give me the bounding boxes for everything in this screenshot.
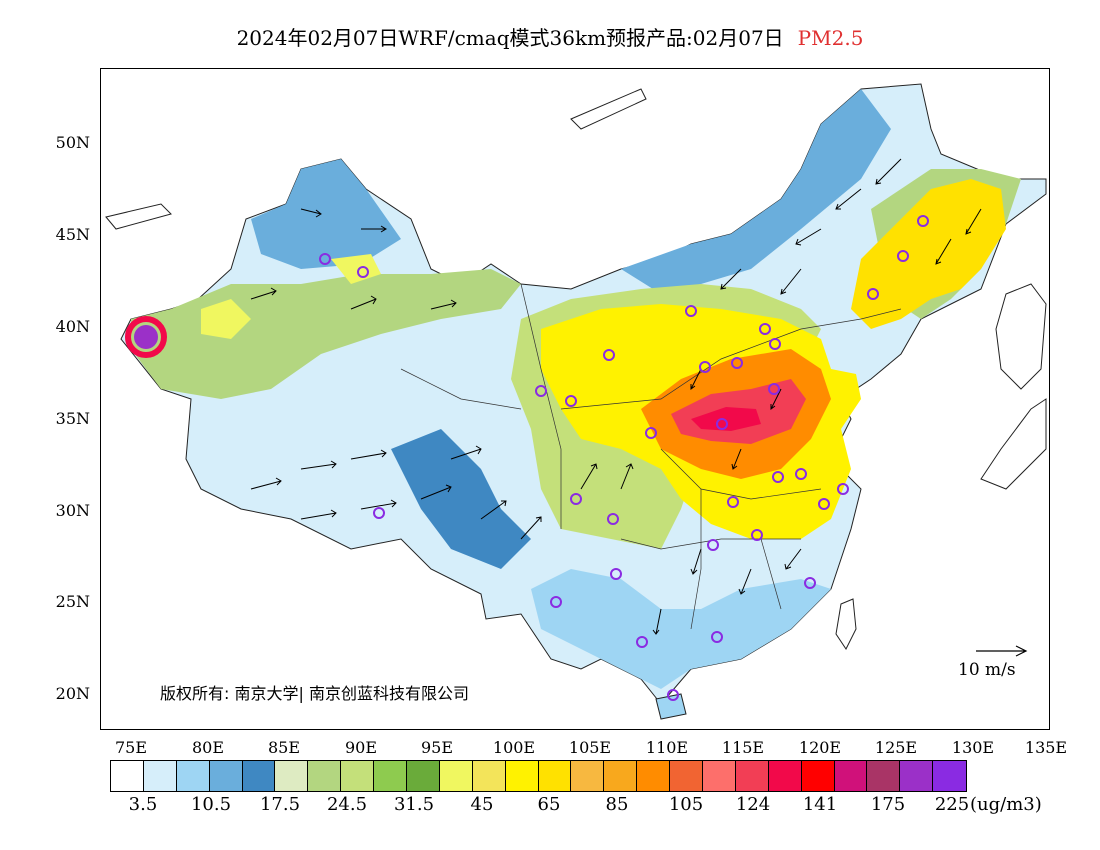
legend-swatch-21 — [801, 761, 835, 791]
legend-swatch-8 — [374, 761, 408, 791]
taiwan-outline — [835, 598, 857, 650]
lon-label-125e: 125E — [874, 738, 918, 757]
legend-swatch-24 — [900, 761, 934, 791]
balkhash-lake — [105, 203, 172, 230]
legend-swatch-9 — [407, 761, 440, 791]
lon-label-120e: 120E — [798, 738, 842, 757]
lon-label-90e: 90E — [344, 738, 378, 757]
copyright-notice: 版权所有: 南京大学| 南京创蓝科技有限公司 — [160, 684, 469, 703]
region-mid-blue-north — [621, 89, 891, 294]
legend-swatch-2 — [176, 761, 210, 791]
map-panel[interactable] — [100, 68, 1050, 730]
scale-vector-label: 10 m/s — [958, 660, 1016, 680]
legend-swatch-18 — [703, 761, 736, 791]
lon-label-100e: 100E — [492, 738, 536, 757]
legend-tick-65: 65 — [537, 794, 561, 815]
lon-label-115e: 115E — [721, 738, 765, 757]
legend-tick-10-5: 10.5 — [190, 794, 232, 815]
legend-swatch-0 — [111, 761, 144, 791]
hainan-outline — [655, 693, 687, 720]
legend-swatch-15 — [604, 761, 638, 791]
legend-swatch-20 — [768, 761, 802, 791]
wind-vectors — [250, 158, 982, 635]
legend-swatch-23 — [867, 761, 901, 791]
pollutant-label: PM2.5 — [797, 26, 864, 50]
legend-tick-175: 175 — [870, 794, 906, 815]
lat-label-50n: 50N — [55, 133, 90, 152]
legend-swatch-17 — [670, 761, 704, 791]
legend-tick-31-5: 31.5 — [393, 794, 435, 815]
pm25-concentration-map — [105, 83, 1047, 720]
legend-swatch-3 — [209, 761, 243, 791]
japan-outline — [980, 398, 1047, 490]
region-red-ring-kashgar — [125, 316, 167, 358]
legend-swatch-22 — [834, 761, 868, 791]
lon-label-105e: 105E — [568, 738, 612, 757]
legend-swatch-6 — [308, 761, 342, 791]
region-mid-blue-south — [531, 569, 831, 689]
legend-tick-225: 225 — [934, 794, 970, 815]
lake-baikal — [570, 88, 647, 130]
chart-title: 2024年02月07日WRF/cmaq模式36km预报产品:02月07日 PM2.… — [0, 22, 1100, 51]
legend-tick-105: 105 — [668, 794, 704, 815]
legend-swatch-14 — [571, 761, 605, 791]
region-crimson-core — [691, 407, 761, 431]
legend-tick-3-5: 3.5 — [128, 794, 158, 815]
legend-swatch-10 — [439, 761, 473, 791]
city-markers — [319, 215, 929, 701]
legend-tick-124: 124 — [735, 794, 771, 815]
legend-tick-85: 85 — [605, 794, 629, 815]
legend-swatch-25 — [933, 761, 967, 791]
legend-tick-17-5: 17.5 — [259, 794, 301, 815]
region-purple-hotspot-kashgar — [134, 325, 158, 349]
lat-label-45n: 45N — [55, 225, 90, 244]
legend-swatch-5 — [275, 761, 309, 791]
lat-label-20n: 20N — [55, 684, 90, 703]
legend-swatch-4 — [242, 761, 276, 791]
lon-label-135e: 135E — [1024, 738, 1068, 757]
lat-label-25n: 25N — [55, 592, 90, 611]
lat-label-40n: 40N — [55, 317, 90, 336]
region-dark-blue-west — [391, 429, 531, 569]
lat-label-30n: 30N — [55, 501, 90, 520]
legend-swatch-1 — [143, 761, 177, 791]
korea-outline — [995, 283, 1047, 390]
region-mid-blue-west — [251, 159, 401, 269]
scale-vector-arrow — [976, 645, 1028, 657]
lat-label-35n: 35N — [55, 409, 90, 428]
lon-label-130e: 130E — [951, 738, 995, 757]
region-yellow-xinjiang-spots — [201, 254, 381, 339]
lon-label-95e: 95E — [420, 738, 454, 757]
legend-swatch-11 — [472, 761, 506, 791]
legend-tick-24-5: 24.5 — [326, 794, 368, 815]
color-legend — [110, 760, 968, 792]
legend-swatch-7 — [341, 761, 375, 791]
legend-swatch-16 — [637, 761, 671, 791]
legend-swatch-19 — [735, 761, 769, 791]
lon-label-75e: 75E — [114, 738, 148, 757]
legend-unit: (ug/m3) — [970, 794, 1042, 815]
legend-tick-45: 45 — [470, 794, 494, 815]
title-main: 2024年02月07日WRF/cmaq模式36km预报产品:02月07日 — [236, 26, 784, 50]
region-yellow-northeast — [851, 179, 1006, 329]
lon-label-85e: 85E — [267, 738, 301, 757]
legend-swatch-12 — [505, 761, 539, 791]
lon-label-110e: 110E — [645, 738, 689, 757]
lon-label-80e: 80E — [191, 738, 225, 757]
legend-swatch-13 — [538, 761, 572, 791]
legend-tick-141: 141 — [802, 794, 838, 815]
